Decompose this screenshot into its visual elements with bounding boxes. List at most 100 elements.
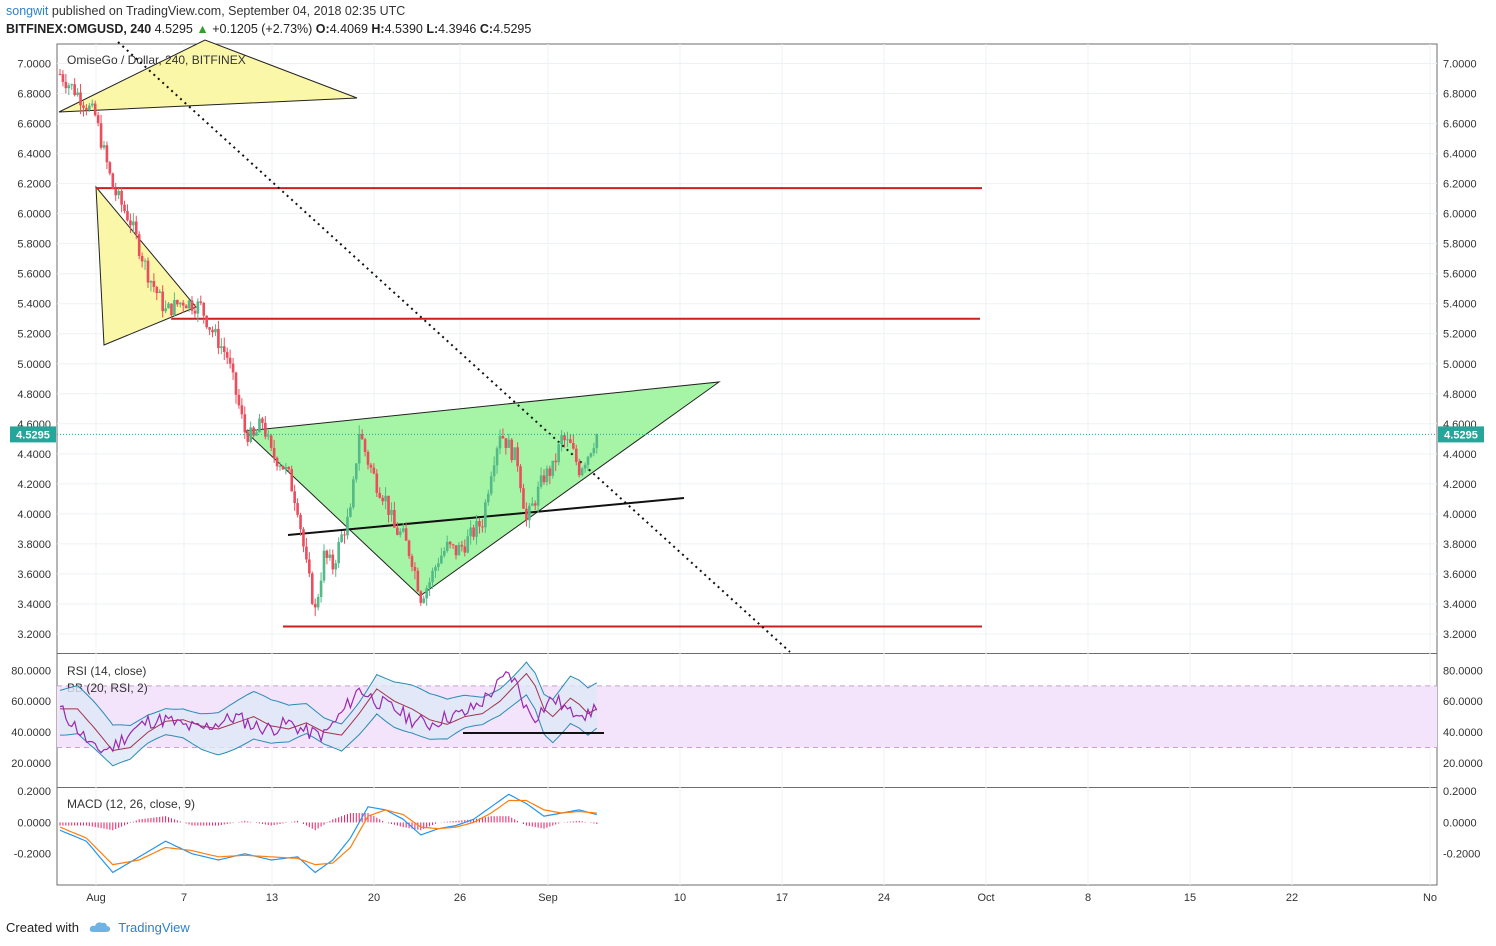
macd-tick-left: 0.0000: [17, 817, 51, 829]
candle-body: [85, 107, 88, 111]
tradingview-cloud-icon: [89, 922, 110, 932]
candle-body: [296, 503, 299, 515]
candle-body: [126, 211, 129, 221]
candle-body: [284, 466, 288, 470]
macd-histogram-group: [59, 813, 598, 831]
candle-body: [519, 466, 522, 489]
high-value: 4.5390: [384, 22, 423, 36]
candle-body: [393, 509, 396, 528]
candle-body: [463, 546, 467, 553]
green-triangle-pattern: [243, 381, 721, 597]
price-tick-right: 4.4000: [1443, 449, 1477, 461]
rsi-tick-right: 40.0000: [1443, 727, 1483, 739]
candle-body: [363, 439, 367, 453]
candle-body: [123, 204, 126, 212]
candle-body: [214, 328, 217, 333]
rsi-line: [59, 671, 598, 754]
candle-body: [88, 105, 91, 111]
candle-body: [261, 418, 264, 423]
price-tick-left: 3.4000: [17, 599, 51, 611]
bb-basis-line: [60, 672, 598, 752]
candle-body: [495, 448, 499, 466]
price-tick-left: 6.0000: [17, 209, 51, 221]
candle-body: [117, 190, 120, 196]
candle-body: [334, 563, 338, 570]
candle-body: [199, 301, 203, 303]
candle-body: [560, 435, 563, 445]
price-tick-right: 3.6000: [1443, 569, 1477, 581]
candle-body: [440, 555, 443, 564]
candle-body: [396, 527, 399, 535]
candle-body: [231, 363, 235, 373]
candle-body: [325, 550, 329, 558]
candle-body: [184, 305, 188, 309]
candle-body: [164, 308, 167, 312]
candle-body: [569, 439, 572, 443]
candle-body: [545, 468, 549, 483]
macd-tick-left: -0.2000: [14, 849, 51, 861]
candle-body: [407, 540, 411, 557]
candle-body: [507, 439, 511, 448]
candle-body: [528, 505, 531, 521]
bb-upper-line: [59, 661, 598, 727]
candle-body: [82, 105, 85, 108]
candle-body: [258, 418, 261, 433]
candle-body: [343, 534, 346, 536]
candle-body: [287, 466, 291, 470]
candle-body: [255, 432, 258, 436]
x-tick-label: 15: [1184, 892, 1196, 904]
close-label: C:: [479, 22, 494, 36]
x-tick-label: 17: [776, 892, 788, 904]
price-tick-left: 4.2000: [17, 479, 51, 491]
candle-body: [161, 291, 164, 312]
candle-body: [354, 463, 358, 480]
candle-body: [76, 92, 79, 96]
bb-fill: [60, 662, 597, 766]
candle-body: [501, 436, 505, 439]
candle-body: [557, 444, 560, 463]
candle-body: [346, 516, 349, 536]
price-tick-left: 5.8000: [17, 239, 51, 251]
candle-body: [149, 281, 153, 283]
candle-body: [234, 372, 238, 395]
author-link[interactable]: songwit: [6, 4, 49, 18]
candle-body: [252, 427, 255, 436]
tradingview-brand-link[interactable]: TradingView: [118, 920, 190, 935]
rsi-tick-left: 20.0000: [11, 758, 51, 770]
open-value: 4.4069: [329, 22, 368, 36]
candle-body: [416, 570, 420, 592]
price-tick-right: 6.2000: [1443, 179, 1477, 191]
candle-body: [522, 488, 525, 509]
x-tick-label: 10: [674, 892, 686, 904]
candle-body: [498, 436, 502, 449]
candle-body: [290, 469, 294, 492]
candle-body: [349, 507, 352, 517]
candle-body: [129, 220, 132, 226]
candle-body: [580, 468, 584, 476]
candle-body: [337, 542, 340, 564]
candle-body: [249, 427, 252, 442]
candle-body: [108, 162, 112, 174]
candle-body: [539, 475, 543, 487]
price-tick-left: 4.4000: [17, 449, 51, 461]
candle-body: [152, 281, 156, 287]
candle-body: [536, 486, 540, 506]
macd-title: MACD (12, 26, close, 9): [67, 797, 195, 811]
low-label: L:: [426, 22, 439, 36]
last-price-badge-right: [1438, 426, 1484, 443]
price-tick-right: 3.2000: [1443, 629, 1477, 641]
candle-body: [181, 302, 185, 306]
candle-body: [445, 541, 449, 551]
candle-body: [577, 461, 581, 476]
candle-body: [434, 567, 437, 571]
candle-body: [170, 303, 173, 316]
candle-body: [275, 457, 279, 467]
price-tick-left: 5.0000: [17, 359, 51, 371]
price-tick-right: 5.2000: [1443, 329, 1477, 341]
candle-body: [217, 328, 220, 349]
candle-body: [269, 435, 273, 448]
candle-body: [478, 521, 481, 527]
candle-body: [586, 456, 590, 465]
candle-body: [475, 521, 478, 537]
